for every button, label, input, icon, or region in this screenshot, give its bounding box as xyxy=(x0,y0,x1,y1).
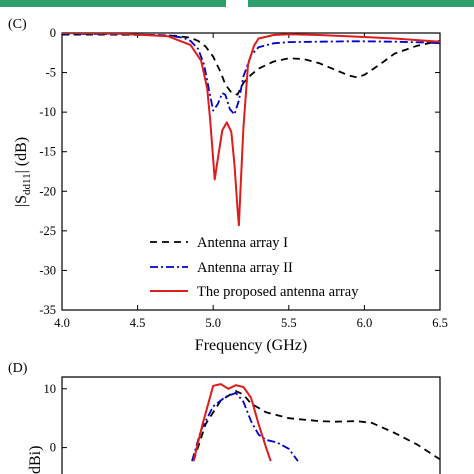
legend-label-1: Antenna array I xyxy=(197,235,288,251)
x-tick-label: 4.5 xyxy=(130,316,146,330)
top-banner-right xyxy=(248,0,474,7)
y-axis-label-sub: dd11 xyxy=(21,173,33,195)
y-axis-d: 10 0 xyxy=(44,382,67,455)
legend-label-3: The proposed antenna array xyxy=(197,284,359,300)
panel-label-c: (C) xyxy=(8,17,27,32)
y-axis-label-tail: | (dB) xyxy=(13,137,30,174)
series-group-d xyxy=(191,383,440,462)
y-axis-c: 0 -5 -10 -15 -20 -25 -30 -35 xyxy=(39,26,440,317)
y-axis-label-main: |S xyxy=(13,195,30,207)
y-axis-label-c: |Sdd11| (dB) xyxy=(13,137,33,207)
y-tick-label: 0 xyxy=(50,26,56,40)
y-tick-label: -25 xyxy=(39,224,56,238)
series-line-2 xyxy=(62,33,440,116)
series-line-2 xyxy=(191,392,299,462)
y-tick-label: 0 xyxy=(50,441,56,455)
series-line-3 xyxy=(192,383,272,462)
y-tick-label: -30 xyxy=(39,263,56,277)
series-line-1 xyxy=(192,390,440,462)
y-axis-label-d: dBi) xyxy=(27,446,44,474)
legend-label-2: Antenna array II xyxy=(197,260,293,276)
top-banner-left xyxy=(0,0,226,7)
panel-label-d: (D) xyxy=(8,361,28,376)
plot-frame-d xyxy=(61,376,441,474)
y-tick-label: 10 xyxy=(44,382,57,396)
x-tick-label: 5.0 xyxy=(205,316,221,330)
series-line-1 xyxy=(62,33,440,96)
y-tick-label: -5 xyxy=(46,66,56,80)
y-tick-label: -10 xyxy=(39,105,56,119)
x-tick-label: 6.5 xyxy=(432,316,448,330)
series-group-c xyxy=(62,33,440,227)
series-line-3 xyxy=(62,33,440,227)
x-axis-label-c: Frequency (GHz) xyxy=(195,337,307,354)
legend-c: Antenna array I Antenna array II The propo… xyxy=(150,235,359,300)
x-axis-c: 4.0 4.5 5.0 5.5 6.0 6.5 xyxy=(54,33,448,330)
plot-frame-c xyxy=(61,32,441,311)
y-tick-label: -35 xyxy=(39,303,56,317)
chart-panel-d: (D) 10 0 dBi) xyxy=(8,361,441,474)
x-tick-label: 4.0 xyxy=(54,316,70,330)
y-tick-label: -15 xyxy=(39,145,56,159)
x-tick-label: 6.0 xyxy=(357,316,373,330)
y-tick-label: -20 xyxy=(39,184,56,198)
chart-panel-c: (C) 4.0 4.5 5.0 5.5 6.0 6.5 0 -5 -10 -15 -20 -25 -3… xyxy=(8,17,448,354)
x-tick-label: 5.5 xyxy=(281,316,297,330)
